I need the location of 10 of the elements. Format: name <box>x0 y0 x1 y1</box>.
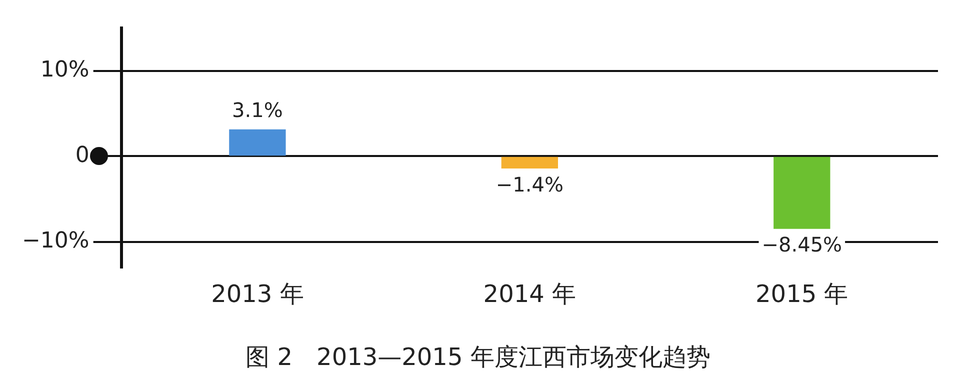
y-tick-label: −10% <box>22 228 90 254</box>
x-tick-label: 2013 年 <box>211 280 304 308</box>
x-tick-label: 2015 年 <box>756 280 848 308</box>
data-label: 3.1% <box>232 98 283 122</box>
text: 图 2 2013—2015 年度江西市场变化趋势 <box>246 342 710 371</box>
data-label: −8.45% <box>762 232 842 257</box>
data-label: −1.4% <box>496 172 564 196</box>
y-tick-label: 10% <box>40 57 90 82</box>
x-tick-label: 2014 年 <box>483 280 576 308</box>
y-tick-label: 0 <box>75 142 90 168</box>
